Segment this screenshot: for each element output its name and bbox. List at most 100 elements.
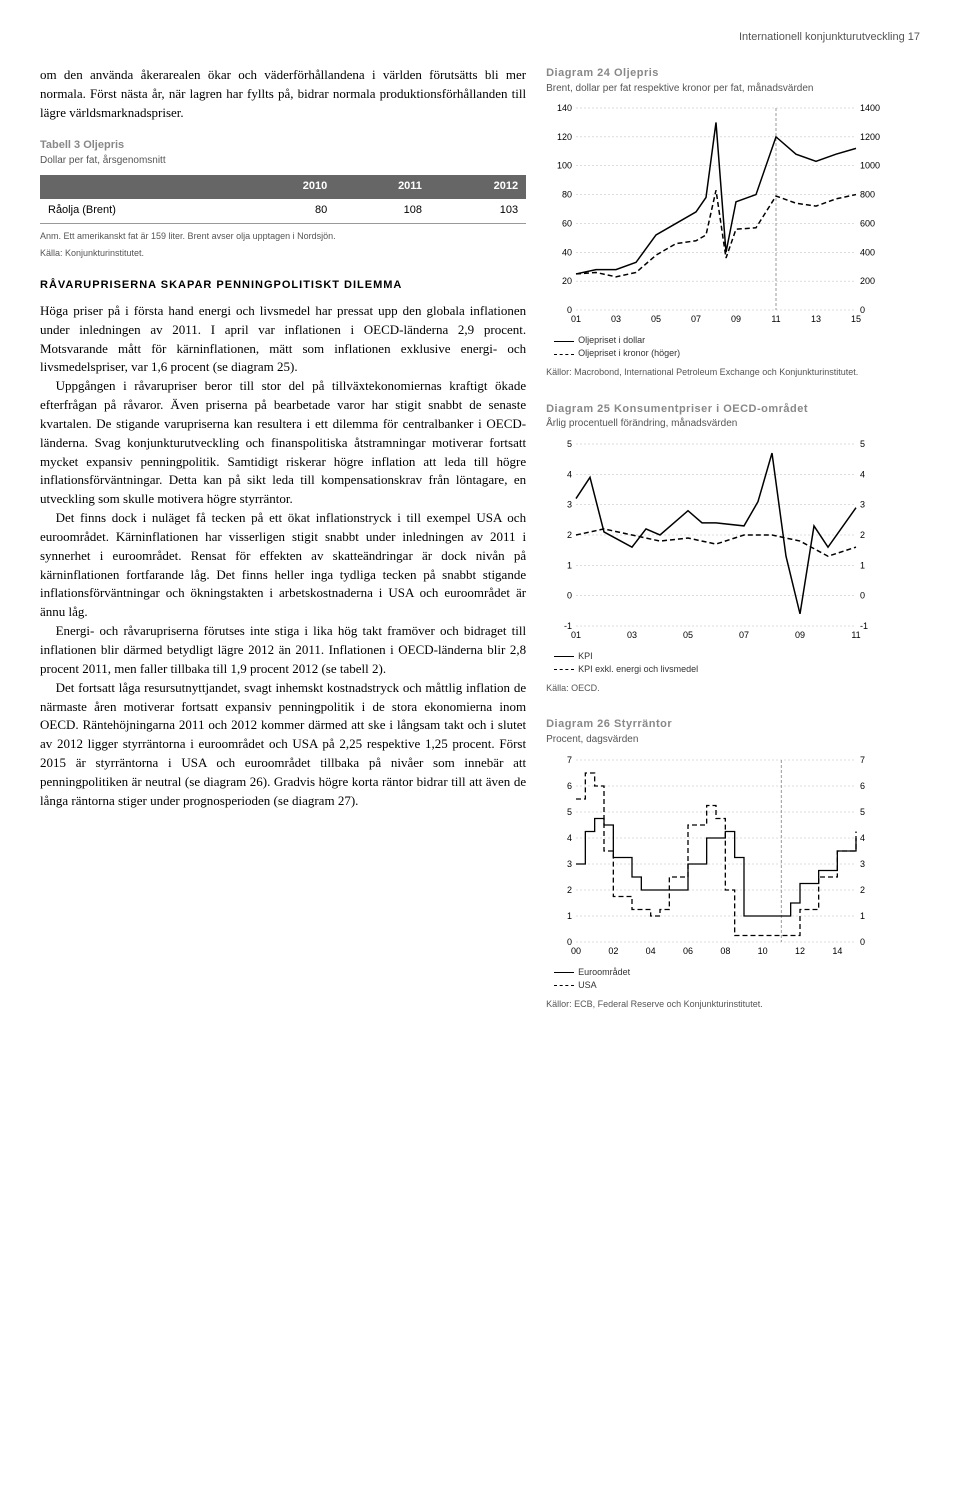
chart26-subtitle: Procent, dagsvärden — [546, 733, 920, 748]
chart25-subtitle: Årlig procentuell förändring, månadsvärd… — [546, 417, 920, 432]
chart26-legend: Euroområdet USA — [546, 966, 920, 992]
svg-text:20: 20 — [562, 277, 572, 287]
svg-text:10: 10 — [758, 946, 768, 956]
svg-text:00: 00 — [571, 946, 581, 956]
svg-text:120: 120 — [557, 132, 572, 142]
svg-text:09: 09 — [731, 314, 741, 324]
svg-text:7: 7 — [567, 755, 572, 765]
svg-text:2: 2 — [860, 530, 865, 540]
left-column: om den använda åkerarealen ökar och väde… — [40, 66, 526, 1033]
body-block: Höga priser på i första hand energi och … — [40, 302, 526, 811]
svg-text:-1: -1 — [860, 621, 868, 631]
intro-block: om den använda åkerarealen ökar och väde… — [40, 66, 526, 123]
svg-text:04: 04 — [646, 946, 656, 956]
chart24-block: Diagram 24 Oljepris Brent, dollar per fa… — [546, 66, 920, 380]
svg-text:3: 3 — [860, 859, 865, 869]
legend-label: USA — [578, 980, 597, 990]
svg-text:2: 2 — [860, 885, 865, 895]
svg-text:09: 09 — [795, 630, 805, 640]
svg-text:4: 4 — [860, 833, 865, 843]
svg-text:3: 3 — [860, 500, 865, 510]
table3-title: Tabell 3 Oljepris — [40, 138, 526, 154]
chart25-legend: KPI KPI exkl. energi och livsmedel — [546, 650, 920, 676]
legend-dashed-line-icon — [554, 669, 574, 670]
table3-note: Anm. Ett amerikanskt fat är 159 liter. B… — [40, 230, 526, 243]
table-cell: 80 — [239, 199, 335, 223]
svg-text:07: 07 — [739, 630, 749, 640]
svg-text:5: 5 — [860, 807, 865, 817]
svg-text:4: 4 — [567, 833, 572, 843]
chart24-svg: 0204060801001201400200400600800100012001… — [546, 100, 886, 330]
page-header: Internationell konjunkturutveckling 17 — [40, 30, 920, 46]
svg-text:11: 11 — [851, 630, 860, 640]
svg-text:1200: 1200 — [860, 132, 880, 142]
svg-text:14: 14 — [832, 946, 842, 956]
svg-text:60: 60 — [562, 219, 572, 229]
svg-text:80: 80 — [562, 190, 572, 200]
svg-text:6: 6 — [860, 781, 865, 791]
table-col-0 — [40, 175, 239, 199]
svg-text:01: 01 — [571, 314, 581, 324]
svg-text:600: 600 — [860, 219, 875, 229]
legend-line-icon — [554, 341, 574, 342]
svg-text:5: 5 — [860, 439, 865, 449]
svg-text:07: 07 — [691, 314, 701, 324]
body-para-5: Det fortsatt låga resursutnyttjandet, sv… — [40, 679, 526, 811]
chart26-title: Diagram 26 Styrräntor — [546, 717, 920, 733]
svg-text:2: 2 — [567, 530, 572, 540]
svg-text:1: 1 — [860, 560, 865, 570]
svg-text:03: 03 — [611, 314, 621, 324]
svg-text:4: 4 — [567, 469, 572, 479]
svg-text:12: 12 — [795, 946, 805, 956]
chart26-svg: 01234567012345670002040608101214 — [546, 752, 886, 962]
svg-text:7: 7 — [860, 755, 865, 765]
svg-text:3: 3 — [567, 859, 572, 869]
svg-text:15: 15 — [851, 314, 861, 324]
legend-label: Oljepriset i kronor (höger) — [578, 348, 680, 358]
legend-label: KPI exkl. energi och livsmedel — [578, 664, 698, 674]
svg-text:01: 01 — [571, 630, 581, 640]
legend-label: KPI — [578, 651, 593, 661]
svg-text:3: 3 — [567, 500, 572, 510]
svg-text:5: 5 — [567, 807, 572, 817]
legend-label: Oljepriset i dollar — [578, 335, 645, 345]
svg-text:5: 5 — [567, 439, 572, 449]
chart24-legend: Oljepriset i dollar Oljepriset i kronor … — [546, 334, 920, 360]
svg-text:1400: 1400 — [860, 103, 880, 113]
main-content: om den använda åkerarealen ökar och väde… — [40, 66, 920, 1033]
chart25-title: Diagram 25 Konsumentpriser i OECD-område… — [546, 402, 920, 418]
svg-text:0: 0 — [860, 937, 865, 947]
table-cell: 103 — [430, 199, 526, 223]
legend-line-icon — [554, 656, 574, 657]
chart26-source: Källor: ECB, Federal Reserve och Konjunk… — [546, 998, 920, 1011]
svg-text:1000: 1000 — [860, 161, 880, 171]
svg-text:11: 11 — [771, 314, 780, 324]
svg-text:6: 6 — [567, 781, 572, 791]
chart24-subtitle: Brent, dollar per fat respektive kronor … — [546, 82, 920, 97]
section-heading: RÅVARUPRISERNA SKAPAR PENNINGPOLITISKT D… — [40, 278, 526, 294]
svg-text:400: 400 — [860, 248, 875, 258]
legend-label: Euroområdet — [578, 967, 630, 977]
svg-text:140: 140 — [557, 103, 572, 113]
svg-text:800: 800 — [860, 190, 875, 200]
svg-text:02: 02 — [608, 946, 618, 956]
chart26-block: Diagram 26 Styrräntor Procent, dagsvärde… — [546, 717, 920, 1011]
svg-text:40: 40 — [562, 248, 572, 258]
intro-paragraph: om den använda åkerarealen ökar och väde… — [40, 66, 526, 123]
svg-text:06: 06 — [683, 946, 693, 956]
chart25-source: Källa: OECD. — [546, 682, 920, 695]
svg-text:05: 05 — [651, 314, 661, 324]
chart25-svg: -1012345-1012345010305070911 — [546, 436, 886, 646]
svg-text:1: 1 — [567, 560, 572, 570]
svg-text:0: 0 — [567, 591, 572, 601]
table-col-1: 2010 — [239, 175, 335, 199]
svg-text:100: 100 — [557, 161, 572, 171]
right-column: Diagram 24 Oljepris Brent, dollar per fa… — [546, 66, 920, 1033]
svg-text:08: 08 — [720, 946, 730, 956]
body-para-2: Uppgången i råvarupriser beror till stor… — [40, 377, 526, 509]
svg-text:1: 1 — [860, 911, 865, 921]
legend-line-icon — [554, 972, 574, 973]
svg-text:200: 200 — [860, 277, 875, 287]
table-header-row: 2010 2011 2012 — [40, 175, 526, 199]
svg-text:1: 1 — [567, 911, 572, 921]
